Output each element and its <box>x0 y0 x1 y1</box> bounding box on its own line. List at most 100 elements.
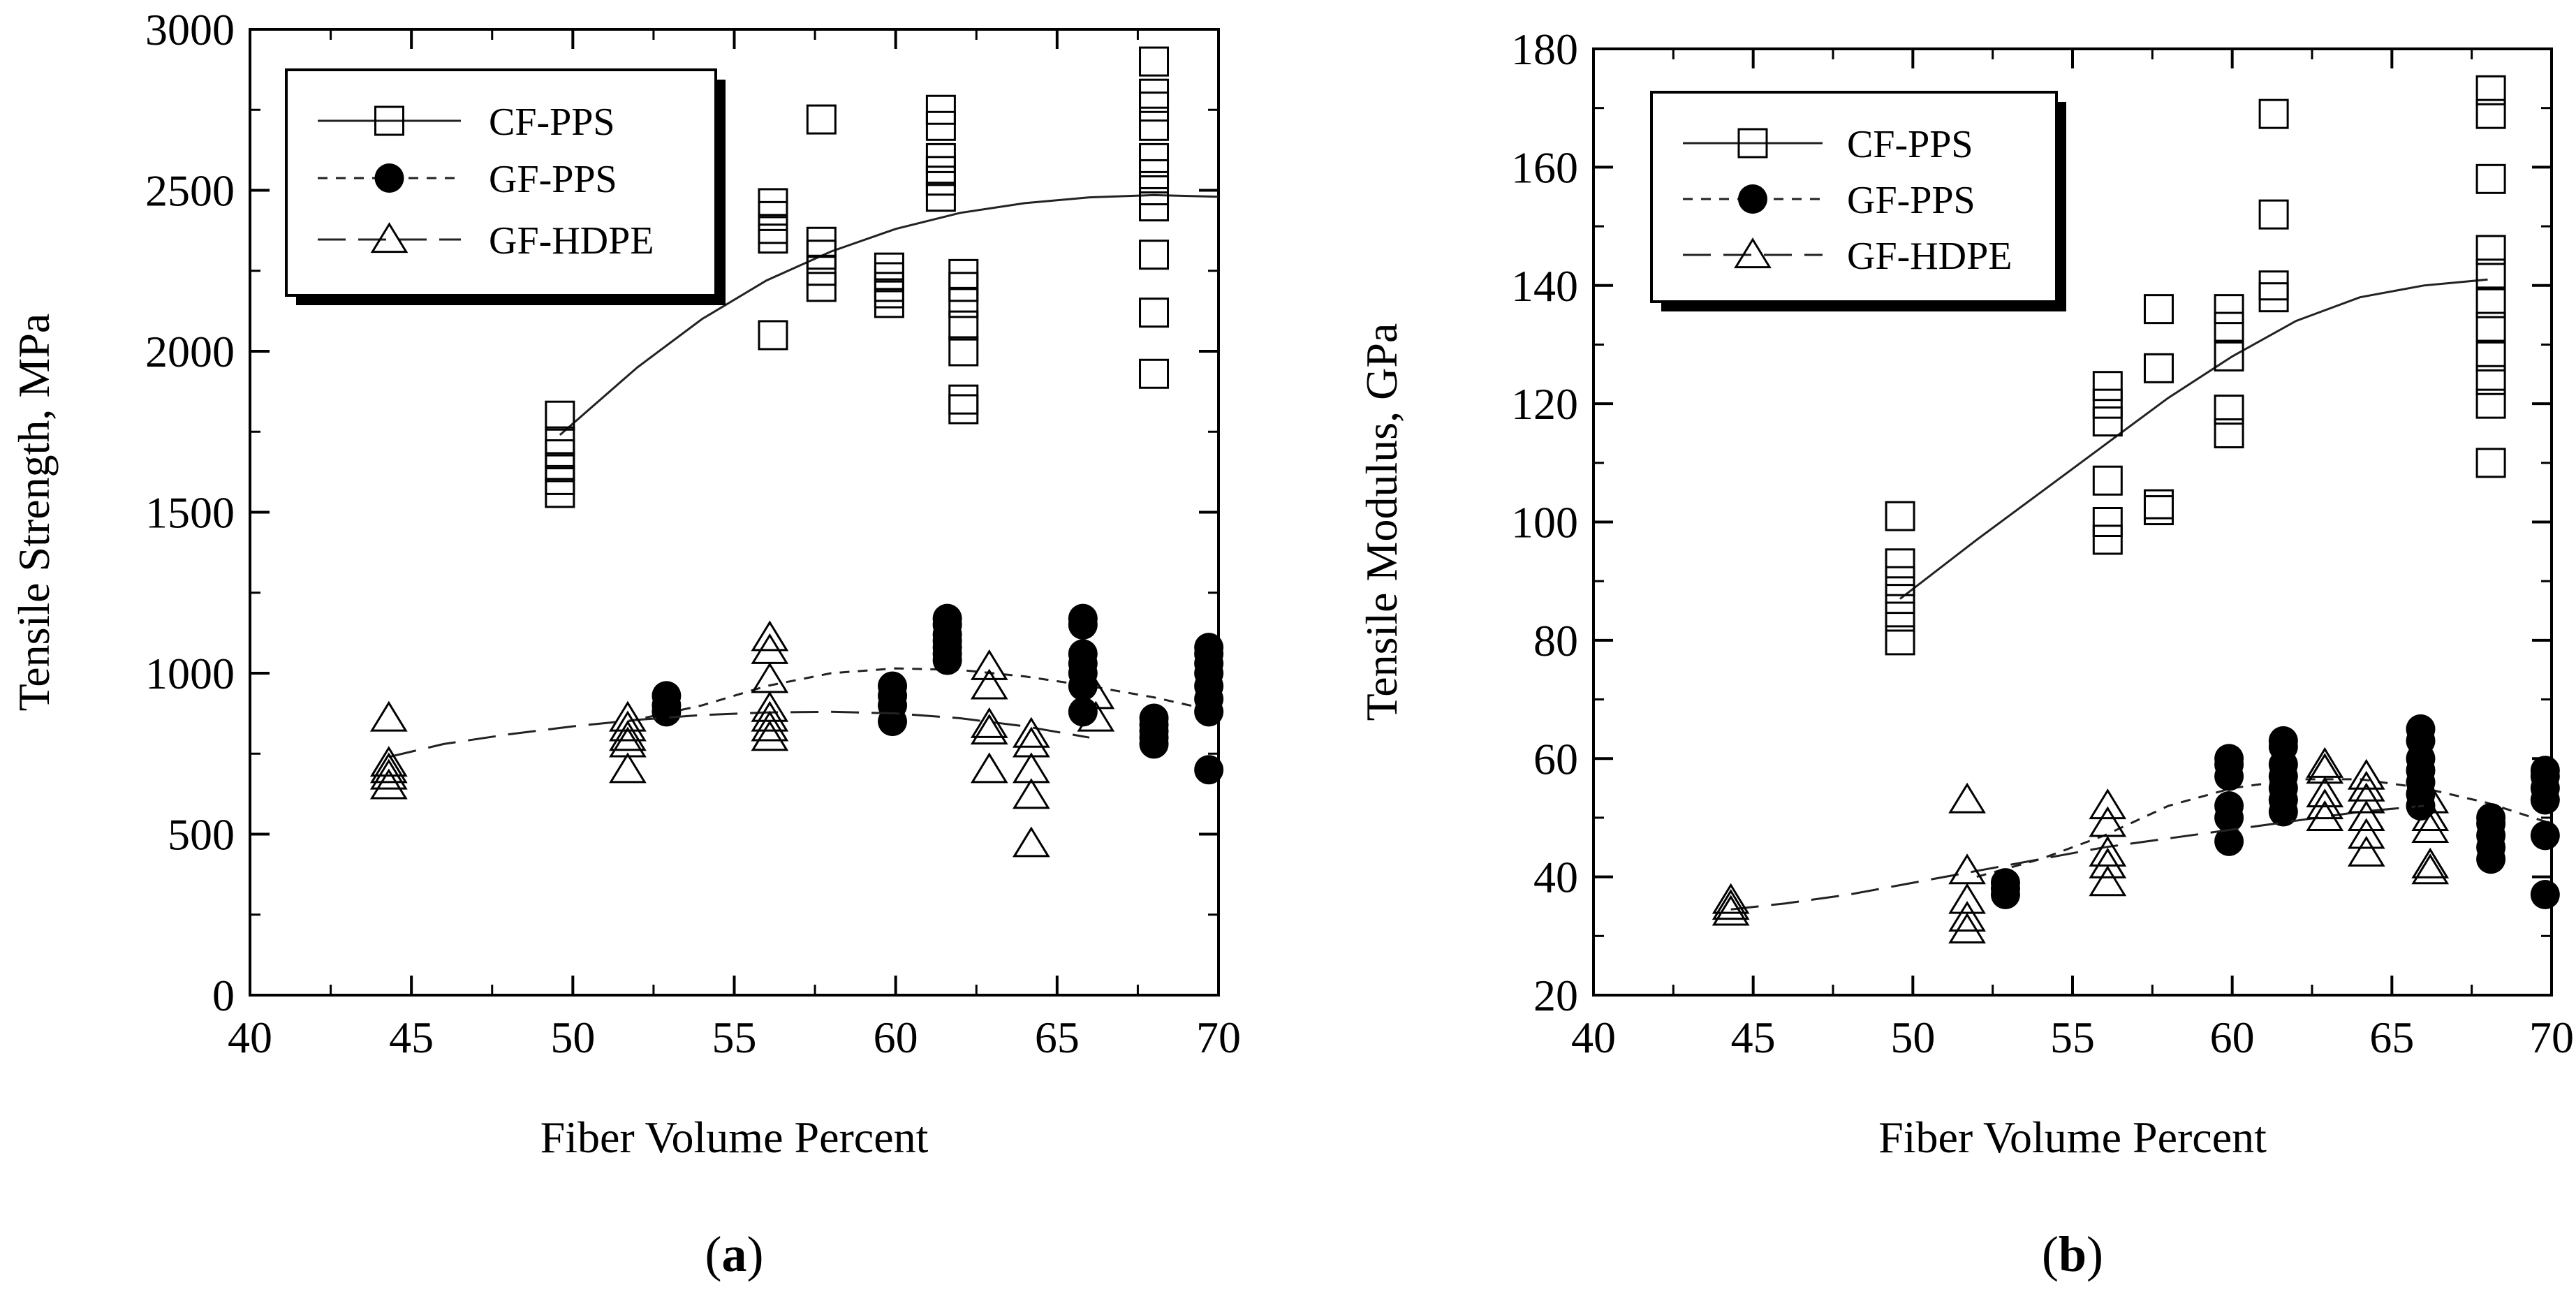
data-point-cf-pps <box>925 142 956 173</box>
data-point-gf-hdpe <box>1012 716 1050 748</box>
data-point-gf-hdpe <box>609 710 647 742</box>
data-point-cf-pps <box>2143 353 2174 383</box>
y-tick-label: 180 <box>1511 24 1578 74</box>
y-tick-label: 20 <box>1533 971 1578 1020</box>
caption-close-paren: ) <box>2086 1226 2103 1282</box>
data-point-cf-pps <box>2258 199 2289 230</box>
data-point-gf-hdpe <box>751 691 789 722</box>
data-point-cf-pps <box>948 288 979 318</box>
data-point-cf-pps <box>874 262 904 293</box>
data-point-cf-pps <box>2092 524 2123 555</box>
data-point-cf-pps <box>2092 465 2123 496</box>
data-point-gf-hdpe <box>2089 788 2127 820</box>
series-gf-pps <box>1976 714 2560 910</box>
data-point-gf-hdpe <box>1012 778 1050 809</box>
legend: CF-PPS GF-PPS GF-HDPE <box>285 68 726 305</box>
data-point-gf-pps <box>2214 826 2244 856</box>
data-point-gf-hdpe <box>751 710 789 742</box>
data-point-cf-pps <box>948 258 979 289</box>
data-point-gf-pps <box>1068 603 1098 633</box>
data-point-gf-pps <box>1068 639 1098 669</box>
data-point-cf-pps <box>1139 46 1170 77</box>
data-point-cf-pps <box>2475 163 2506 194</box>
data-point-gf-pps <box>2268 726 2298 756</box>
data-point-cf-pps <box>948 336 979 367</box>
data-point-cf-pps <box>948 310 979 341</box>
data-point-gf-hdpe <box>751 700 789 732</box>
data-point-cf-pps <box>2143 495 2174 526</box>
data-point-cf-pps <box>2258 270 2289 301</box>
y-tick-label: 3000 <box>145 5 235 54</box>
data-point-cf-pps <box>545 400 575 431</box>
data-point-cf-pps <box>874 272 904 302</box>
x-tick-label: 40 <box>1571 1013 1616 1062</box>
data-point-gf-hdpe <box>2411 811 2450 843</box>
data-point-gf-pps <box>2530 821 2560 851</box>
x-tick-label: 45 <box>1731 1013 1776 1062</box>
data-point-gf-hdpe <box>2411 853 2450 885</box>
data-point-gf-hdpe <box>2411 782 2450 814</box>
data-point-gf-hdpe <box>609 752 647 784</box>
data-point-cf-pps <box>2475 448 2506 478</box>
data-point-cf-pps <box>1885 566 1915 596</box>
y-tick-label: 2500 <box>145 166 235 216</box>
series-cf-pps <box>545 46 1219 508</box>
data-point-gf-pps <box>2530 880 2560 910</box>
series-gf-pps <box>627 603 1224 785</box>
data-point-gf-pps <box>878 671 908 701</box>
x-tick-label: 55 <box>2050 1013 2095 1062</box>
data-point-cf-pps <box>2475 288 2506 318</box>
data-point-gf-hdpe <box>970 668 1008 700</box>
data-point-gf-hdpe <box>369 700 408 732</box>
data-point-gf-pps <box>1139 703 1169 733</box>
fit-curve-gf-hdpe <box>1730 804 2424 911</box>
data-point-cf-pps <box>948 384 979 415</box>
data-point-cf-pps <box>1139 240 1170 270</box>
data-point-cf-pps <box>925 110 956 141</box>
data-point-gf-pps <box>652 681 682 711</box>
legend-marker-gf-pps <box>1738 184 1767 214</box>
data-point-cf-pps <box>806 226 837 257</box>
data-point-cf-pps <box>2258 98 2289 129</box>
data-point-cf-pps <box>948 272 979 302</box>
data-point-cf-pps <box>2475 75 2506 105</box>
caption-open-paren: ( <box>705 1226 722 1282</box>
data-point-cf-pps <box>545 439 575 470</box>
data-point-gf-pps <box>2214 791 2244 821</box>
x-tick-label: 60 <box>2210 1013 2255 1062</box>
data-point-cf-pps <box>925 182 956 212</box>
data-point-cf-pps <box>2143 294 2174 325</box>
caption-letter: a <box>722 1226 747 1282</box>
data-point-cf-pps <box>1139 142 1170 173</box>
legend-marker-gf-hdpe <box>1734 237 1772 269</box>
data-point-gf-hdpe <box>369 768 408 800</box>
data-point-cf-pps <box>2092 507 2123 537</box>
data-point-cf-pps <box>925 94 956 125</box>
caption-letter: b <box>2059 1226 2086 1282</box>
data-point-cf-pps <box>2092 406 2123 437</box>
x-tick-label: 60 <box>874 1013 918 1062</box>
y-tick-label: 80 <box>1533 616 1578 666</box>
data-point-cf-pps <box>758 223 788 254</box>
data-point-gf-hdpe <box>2089 835 2127 867</box>
x-tick-label: 50 <box>550 1013 595 1062</box>
data-point-cf-pps <box>2475 388 2506 419</box>
data-point-gf-hdpe <box>1948 901 1986 932</box>
data-point-gf-hdpe <box>369 746 408 777</box>
data-point-gf-hdpe <box>369 752 408 784</box>
data-point-gf-hdpe <box>2347 770 2385 802</box>
x-tick-label: 65 <box>1035 1013 1080 1062</box>
data-point-gf-hdpe <box>1948 883 1986 914</box>
data-point-gf-pps <box>932 603 962 633</box>
chart-panel-b: 40 45 50 55 60 65 7020406080100120140160180Fib… <box>1357 24 2574 1282</box>
data-point-gf-pps <box>2406 714 2436 744</box>
caption-close-paren: ) <box>747 1226 764 1282</box>
data-point-cf-pps <box>2475 235 2506 265</box>
data-point-gf-hdpe <box>970 752 1008 784</box>
data-point-cf-pps <box>2214 341 2244 372</box>
x-tick-label: 45 <box>389 1013 434 1062</box>
data-point-gf-hdpe <box>2347 782 2385 814</box>
legend-label-cf-pps: CF-PPS <box>1847 123 1973 166</box>
data-point-cf-pps <box>545 452 575 483</box>
data-point-gf-hdpe <box>970 707 1008 738</box>
